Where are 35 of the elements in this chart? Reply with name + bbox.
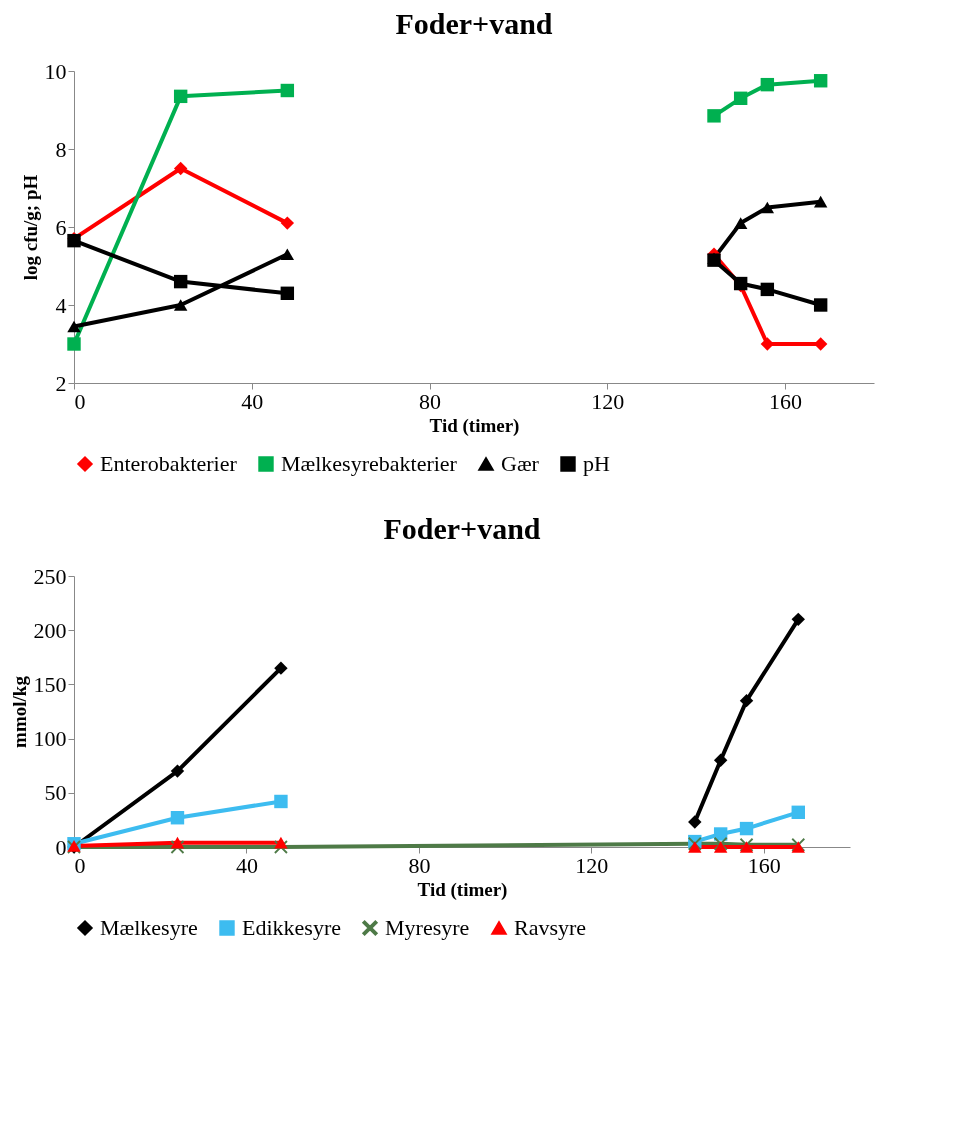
x-tick-label: 160 (769, 388, 803, 414)
y-tick-label: 6 (55, 214, 67, 240)
legend-label: pH (583, 451, 610, 476)
x-tick-label: 0 (74, 388, 86, 414)
y-tick-label: 50 (44, 780, 67, 806)
chart-title: Foder+vand (383, 512, 541, 545)
x-axis-title: Tid (timer) (417, 878, 508, 901)
x-tick-label: 40 (235, 852, 258, 878)
x-tick-label: 80 (419, 388, 442, 414)
legend-label: Ravsyre (514, 915, 587, 940)
y-tick-label: 8 (55, 136, 67, 162)
y-axis-title: log cfu/g; pH (19, 174, 41, 281)
y-tick-label: 0 (55, 834, 67, 860)
legend-label: Gær (501, 451, 540, 476)
x-tick-label: 0 (74, 852, 86, 878)
chart-title: Foder+vand (395, 7, 553, 40)
y-tick-label: 150 (33, 671, 67, 697)
legend-label: Edikkesyre (242, 915, 341, 940)
y-tick-label: 2 (55, 370, 67, 396)
x-tick-label: 120 (575, 852, 609, 878)
legend-label: Mælkesyrebakterier (281, 451, 458, 476)
x-axis-title: Tid (timer) (429, 414, 520, 437)
legend-label: Enterobakterier (100, 451, 238, 476)
y-tick-label: 10 (44, 58, 67, 84)
y-axis-title: mmol/kg (8, 675, 30, 748)
y-tick-label: 4 (55, 292, 67, 318)
x-tick-label: 160 (747, 852, 781, 878)
x-tick-label: 80 (408, 852, 431, 878)
x-tick-label: 40 (241, 388, 264, 414)
x-tick-label: 120 (591, 388, 625, 414)
y-tick-label: 200 (33, 617, 67, 643)
y-tick-label: 100 (33, 726, 67, 752)
y-tick-label: 250 (33, 563, 67, 589)
legend-label: Myresyre (385, 915, 470, 940)
legend-label: Mælkesyre (100, 915, 198, 940)
